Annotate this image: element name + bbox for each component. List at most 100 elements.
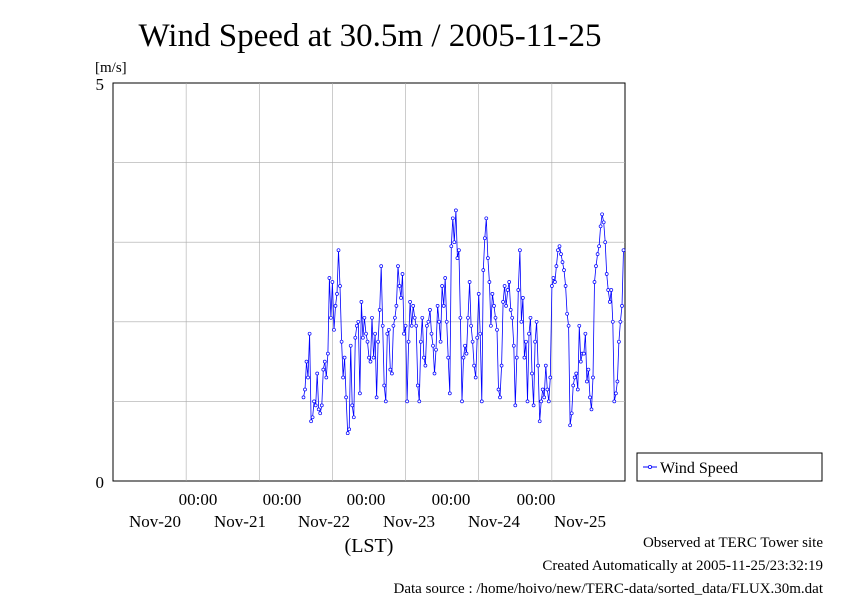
x-date-label: Nov-23 xyxy=(383,512,435,531)
data-point xyxy=(516,288,521,292)
data-point xyxy=(316,407,321,412)
data-point xyxy=(402,331,406,336)
data-point xyxy=(443,276,448,280)
data-point xyxy=(376,339,380,344)
data-point xyxy=(306,375,310,380)
data-point xyxy=(382,383,387,388)
x-time-label: 00:00 xyxy=(263,490,302,509)
data-point xyxy=(423,363,428,368)
data-point xyxy=(304,359,309,364)
data-point xyxy=(338,284,342,288)
data-point xyxy=(620,304,624,308)
x-axis-label: (LST) xyxy=(345,535,394,557)
data-point xyxy=(554,264,559,268)
data-point xyxy=(415,383,420,388)
data-point xyxy=(614,391,618,396)
data-point xyxy=(543,363,548,368)
data-point xyxy=(467,280,472,284)
data-point xyxy=(519,319,524,324)
data-point xyxy=(347,427,352,432)
data-point xyxy=(339,339,344,344)
data-point xyxy=(394,304,399,308)
data-point xyxy=(364,331,368,336)
data-point xyxy=(536,363,540,368)
data-point xyxy=(399,296,403,300)
data-point xyxy=(507,280,512,284)
data-point xyxy=(586,367,591,372)
data-point xyxy=(319,403,324,408)
data-point xyxy=(351,415,356,420)
legend: Wind Speed xyxy=(636,452,823,482)
data-point xyxy=(606,288,611,292)
data-point xyxy=(525,399,530,404)
data-point xyxy=(403,323,408,328)
data-point xyxy=(447,391,452,396)
data-point xyxy=(618,319,623,324)
data-point xyxy=(348,343,353,348)
data-point xyxy=(556,248,560,253)
data-point xyxy=(510,315,515,320)
data-point xyxy=(603,240,608,245)
x-date-label: Nov-22 xyxy=(298,512,350,531)
wind-speed-points xyxy=(301,208,626,436)
data-point xyxy=(310,415,315,420)
data-point xyxy=(537,419,542,424)
legend-marker-swatch xyxy=(648,464,653,469)
data-point xyxy=(335,292,339,296)
data-point xyxy=(322,359,327,364)
data-point xyxy=(429,331,434,336)
data-point xyxy=(329,315,333,320)
data-point xyxy=(313,403,318,408)
data-point xyxy=(583,331,588,336)
data-point xyxy=(441,304,446,308)
data-point xyxy=(571,383,576,388)
data-point xyxy=(409,323,414,328)
data-point xyxy=(582,351,586,356)
chart-title: Wind Speed at 30.5m / 2005-11-25 xyxy=(138,18,601,54)
data-point xyxy=(400,272,405,276)
data-point xyxy=(450,216,455,221)
created-note: Created Automatically at 2005-11-25/23:3… xyxy=(542,558,823,574)
data-point xyxy=(371,355,376,360)
data-point xyxy=(354,323,359,328)
data-point xyxy=(595,252,600,256)
data-point xyxy=(615,379,620,384)
data-point xyxy=(365,339,370,344)
data-point xyxy=(396,264,400,268)
data-point xyxy=(501,300,505,304)
data-point xyxy=(411,304,416,308)
data-point xyxy=(569,411,574,416)
data-point xyxy=(460,399,464,404)
data-point xyxy=(457,248,461,253)
data-point xyxy=(577,323,582,328)
data-point xyxy=(461,355,466,360)
data-point xyxy=(440,284,444,288)
data-point xyxy=(482,236,487,241)
data-point xyxy=(368,359,373,364)
data-point xyxy=(588,395,592,400)
x-date-label: Nov-24 xyxy=(468,512,520,531)
x-time-label: 00:00 xyxy=(347,490,386,509)
data-point xyxy=(397,284,402,288)
data-point xyxy=(486,256,490,260)
data-point xyxy=(470,339,475,344)
data-point xyxy=(575,387,580,392)
data-point xyxy=(374,395,379,400)
data-point xyxy=(524,339,528,344)
data-point xyxy=(458,315,463,320)
data-point xyxy=(617,339,621,344)
data-point xyxy=(336,248,341,253)
data-point xyxy=(350,403,355,408)
legend-label: Wind Speed xyxy=(660,460,738,477)
data-point xyxy=(449,244,454,249)
data-point xyxy=(438,339,443,344)
data-point xyxy=(621,248,626,253)
data-point xyxy=(452,240,457,245)
x-date-label: Nov-20 xyxy=(129,512,181,531)
data-point xyxy=(388,367,393,372)
data-point xyxy=(513,403,518,408)
data-point xyxy=(559,252,563,256)
data-point xyxy=(492,304,496,308)
data-point xyxy=(315,371,320,376)
grid-lines xyxy=(113,83,625,481)
